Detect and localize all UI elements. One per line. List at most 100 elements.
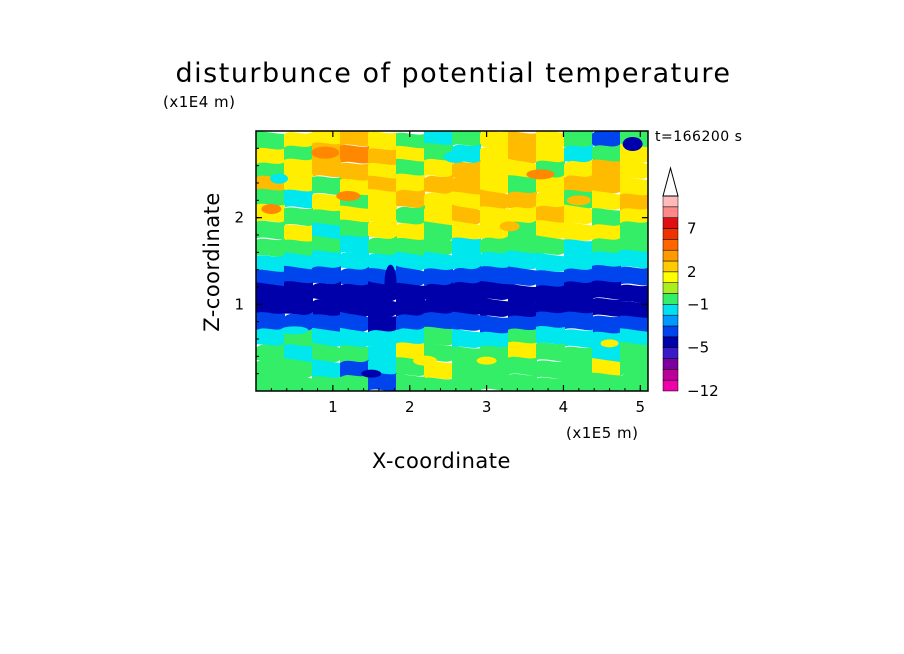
contour-cell	[312, 176, 341, 195]
contour-cell	[480, 206, 509, 226]
contour-cell	[480, 280, 509, 302]
contour-cell	[508, 356, 537, 376]
contour-cell	[564, 311, 593, 331]
contour-cell	[284, 224, 313, 244]
contour-cell	[284, 189, 313, 209]
contour-cell	[508, 191, 537, 211]
contour-cell	[536, 205, 565, 225]
contour-cell	[452, 281, 481, 302]
contour-cell	[592, 173, 621, 196]
contour-cell	[536, 311, 565, 331]
x-axis-label: X-coordinate	[372, 449, 511, 473]
colorbar-cell	[662, 282, 679, 294]
contour-cell	[480, 371, 509, 391]
contour-cell	[564, 204, 593, 227]
contour-blob	[526, 169, 555, 180]
contour-cell	[396, 342, 425, 362]
colorbar-cell	[662, 379, 679, 392]
contour-cell	[564, 295, 593, 314]
colorbar-cell	[662, 206, 679, 218]
colorbar-cell	[662, 271, 679, 283]
contour-cell	[424, 207, 453, 227]
contour-cell	[424, 174, 453, 196]
contour-cell	[256, 131, 285, 152]
contour-cell	[620, 373, 648, 391]
contour-cell	[284, 207, 313, 227]
contour-cell	[368, 235, 397, 259]
contour-cell	[340, 311, 369, 335]
contour-cell	[256, 358, 285, 380]
contour-cell	[424, 191, 453, 213]
contour-cell	[284, 372, 313, 391]
contour-cell	[452, 296, 481, 316]
chart-title: disturbunce of potential temperature	[175, 58, 732, 89]
time-label: t=166200 s	[655, 129, 743, 145]
contour-cell	[508, 373, 537, 391]
contour-cell	[312, 158, 341, 178]
contour-cell	[424, 326, 453, 347]
contour-cell	[452, 375, 481, 391]
contour-cell	[396, 282, 425, 304]
contour-cell	[592, 372, 621, 391]
x-tick-label: 3	[482, 398, 492, 416]
contour-cell	[284, 357, 313, 380]
contour-cell	[368, 148, 397, 167]
colorbar-tick-label: −5	[687, 339, 709, 357]
colorbar-cell	[662, 336, 679, 348]
contour-cell	[368, 314, 397, 334]
colorbar-cell	[662, 304, 679, 316]
colorbar-cell	[662, 293, 679, 305]
contour-cell	[340, 266, 369, 289]
contour-cell	[508, 235, 537, 255]
contour-cell	[256, 220, 285, 240]
contour-cell	[396, 265, 425, 289]
contour-cell	[368, 204, 397, 224]
contour-cell	[620, 284, 648, 304]
contour-cell	[256, 374, 285, 391]
contour-cell	[508, 341, 537, 361]
contour-cell	[340, 327, 369, 350]
contour-cell	[256, 326, 285, 349]
contour-cell	[396, 238, 425, 257]
contour-cell	[592, 264, 621, 284]
contour-blob	[261, 204, 282, 214]
contour-cell	[508, 131, 537, 151]
contour-cell	[396, 299, 425, 319]
contour-cell	[452, 346, 481, 366]
contour-cell	[536, 342, 565, 362]
contour-cell	[312, 314, 341, 333]
contour-cell	[480, 131, 509, 151]
contour-cell	[592, 280, 621, 300]
contour-cell	[508, 250, 537, 271]
contour-cell	[536, 220, 565, 240]
contour-cell	[620, 176, 648, 198]
colorbar: 7 2 −1 −5 −12	[662, 166, 719, 400]
contour-cell	[564, 221, 593, 243]
contour-cell	[480, 315, 509, 335]
contour-cell	[564, 346, 593, 366]
contour-field	[256, 131, 648, 391]
contour-cell	[424, 251, 453, 273]
y-tick-label: 1	[234, 295, 244, 313]
contour-cell	[340, 131, 369, 147]
x-tick-label: 5	[636, 398, 646, 416]
contour-blob	[600, 339, 619, 348]
contour-cell	[536, 144, 565, 165]
contour-cell	[424, 360, 453, 381]
contour-cell	[620, 159, 648, 182]
colorbar-extend-arrow	[662, 166, 679, 197]
contour-blob	[280, 326, 309, 335]
contour-cell	[452, 160, 481, 182]
colorbar-cell	[662, 369, 679, 381]
contour-cell	[256, 188, 285, 208]
contour-blob	[361, 369, 382, 378]
contour-cell	[592, 315, 621, 335]
contour-blob	[566, 195, 591, 206]
contour-cell	[480, 189, 509, 212]
colorbar-cell	[662, 325, 679, 338]
contour-cell	[312, 266, 341, 286]
contour-cell	[424, 268, 453, 288]
contour-cell	[368, 329, 397, 350]
contour-blob	[384, 264, 397, 301]
